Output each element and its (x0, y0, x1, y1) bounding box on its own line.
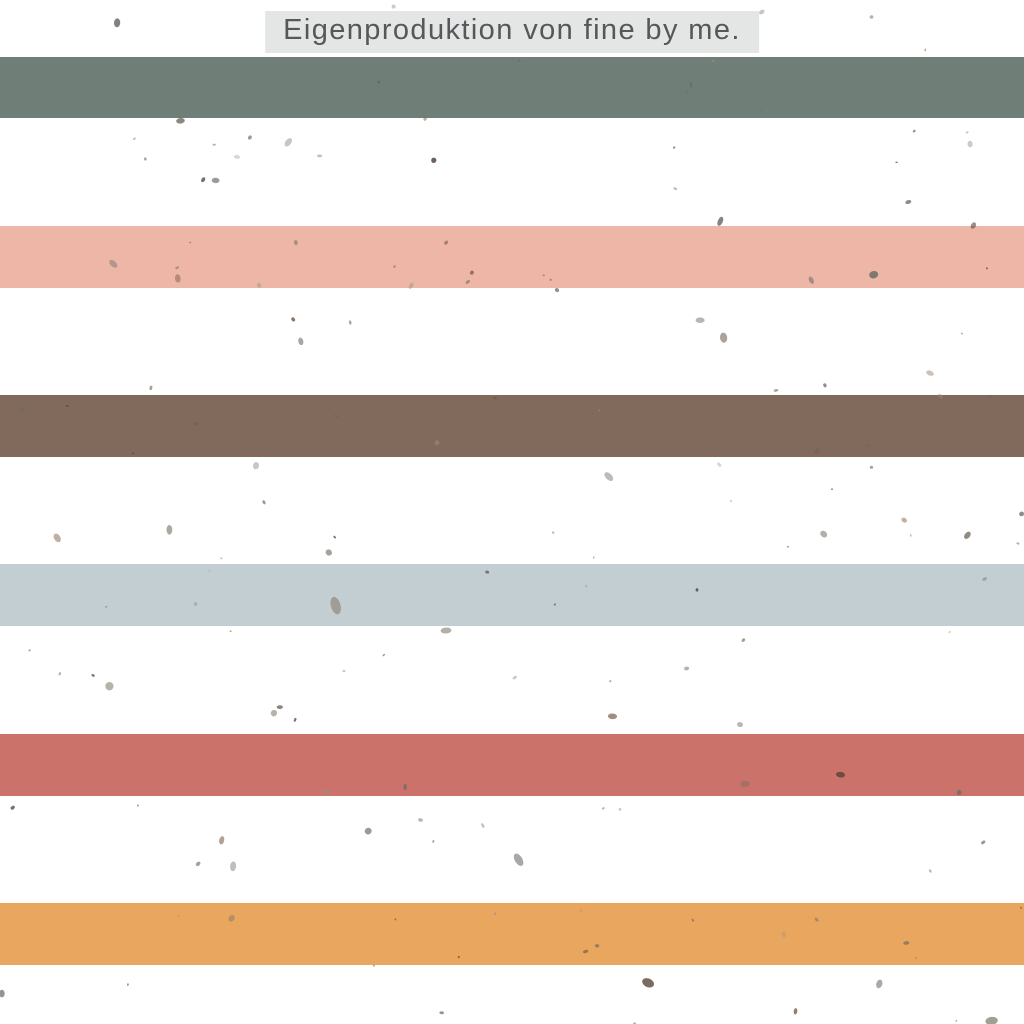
stripe-terracotta-red (0, 734, 1024, 796)
stripe-light-blue (0, 564, 1024, 626)
caption-text: Eigenproduktion von fine by me. (283, 14, 741, 46)
stripe-salmon-pink (0, 226, 1024, 288)
stripe-orange (0, 903, 1024, 965)
stripe-brown (0, 395, 1024, 457)
stripe-sage-green (0, 57, 1024, 118)
caption-banner: Eigenproduktion von fine by me. (265, 11, 759, 53)
